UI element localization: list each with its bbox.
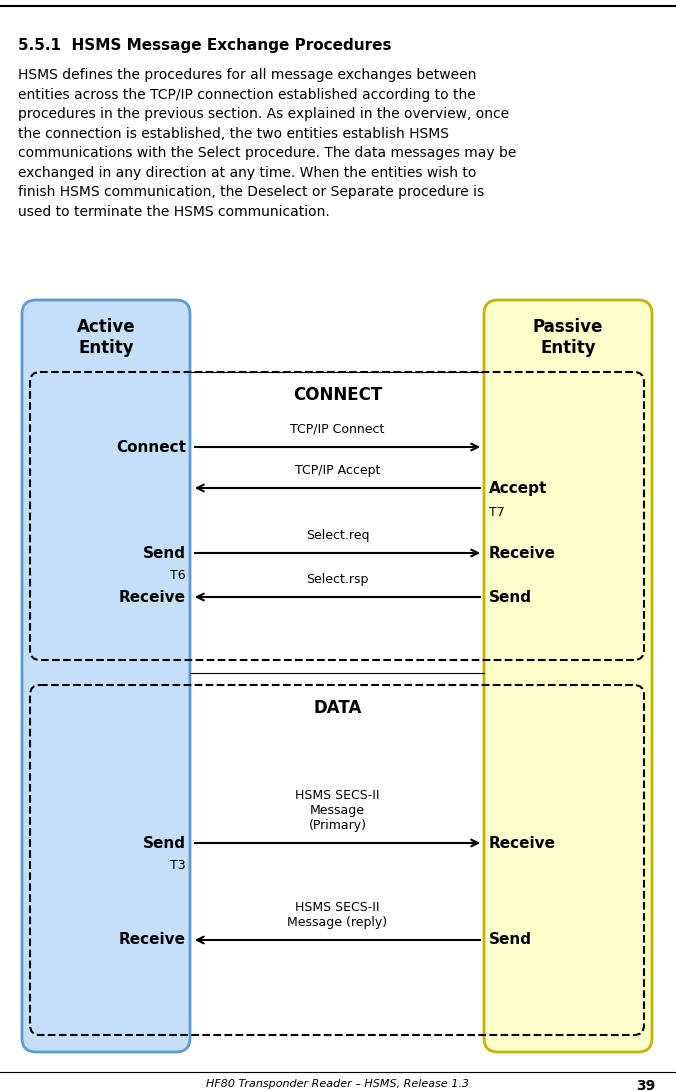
Text: Select.req: Select.req	[306, 529, 369, 542]
Text: procedures in the previous section. As explained in the overview, once: procedures in the previous section. As e…	[18, 107, 509, 121]
Text: T3: T3	[170, 859, 186, 872]
Text: Receive: Receive	[119, 589, 186, 604]
Text: Receive: Receive	[489, 546, 556, 561]
Text: entities across the TCP/IP connection established according to the: entities across the TCP/IP connection es…	[18, 87, 476, 101]
Text: communications with the Select procedure. The data messages may be: communications with the Select procedure…	[18, 146, 516, 160]
Text: Receive: Receive	[119, 933, 186, 947]
Text: 39: 39	[635, 1079, 655, 1091]
FancyBboxPatch shape	[484, 300, 652, 1052]
Text: 5.5.1  HSMS Message Exchange Procedures: 5.5.1 HSMS Message Exchange Procedures	[18, 38, 391, 53]
Text: Select.rsp: Select.rsp	[306, 573, 368, 586]
Text: Send: Send	[143, 836, 186, 851]
Text: HSMS SECS-II
Message
(Primary): HSMS SECS-II Message (Primary)	[295, 789, 380, 832]
Text: used to terminate the HSMS communication.: used to terminate the HSMS communication…	[18, 204, 330, 218]
Text: T6: T6	[170, 570, 186, 582]
Text: TCP/IP Accept: TCP/IP Accept	[295, 464, 380, 477]
Text: Send: Send	[489, 589, 532, 604]
Text: T7: T7	[489, 506, 505, 519]
Text: Passive
Entity: Passive Entity	[533, 317, 603, 357]
Text: Receive: Receive	[489, 836, 556, 851]
Text: Active
Entity: Active Entity	[76, 317, 135, 357]
Text: CONNECT: CONNECT	[293, 386, 382, 404]
Text: finish HSMS communication, the Deselect or Separate procedure is: finish HSMS communication, the Deselect …	[18, 185, 484, 199]
Text: HF80 Transponder Reader – HSMS, Release 1.3: HF80 Transponder Reader – HSMS, Release …	[206, 1079, 470, 1089]
Text: Send: Send	[489, 933, 532, 947]
Text: Send: Send	[143, 546, 186, 561]
Text: Accept: Accept	[489, 480, 548, 495]
Text: DATA: DATA	[313, 699, 362, 717]
Text: TCP/IP Connect: TCP/IP Connect	[290, 423, 385, 436]
Text: HSMS defines the procedures for all message exchanges between: HSMS defines the procedures for all mess…	[18, 68, 477, 82]
Text: exchanged in any direction at any time. When the entities wish to: exchanged in any direction at any time. …	[18, 166, 477, 180]
Text: HSMS SECS-II
Message (reply): HSMS SECS-II Message (reply)	[287, 901, 387, 930]
Text: the connection is established, the two entities establish HSMS: the connection is established, the two e…	[18, 127, 449, 141]
FancyBboxPatch shape	[22, 300, 190, 1052]
Text: Connect: Connect	[116, 440, 186, 455]
